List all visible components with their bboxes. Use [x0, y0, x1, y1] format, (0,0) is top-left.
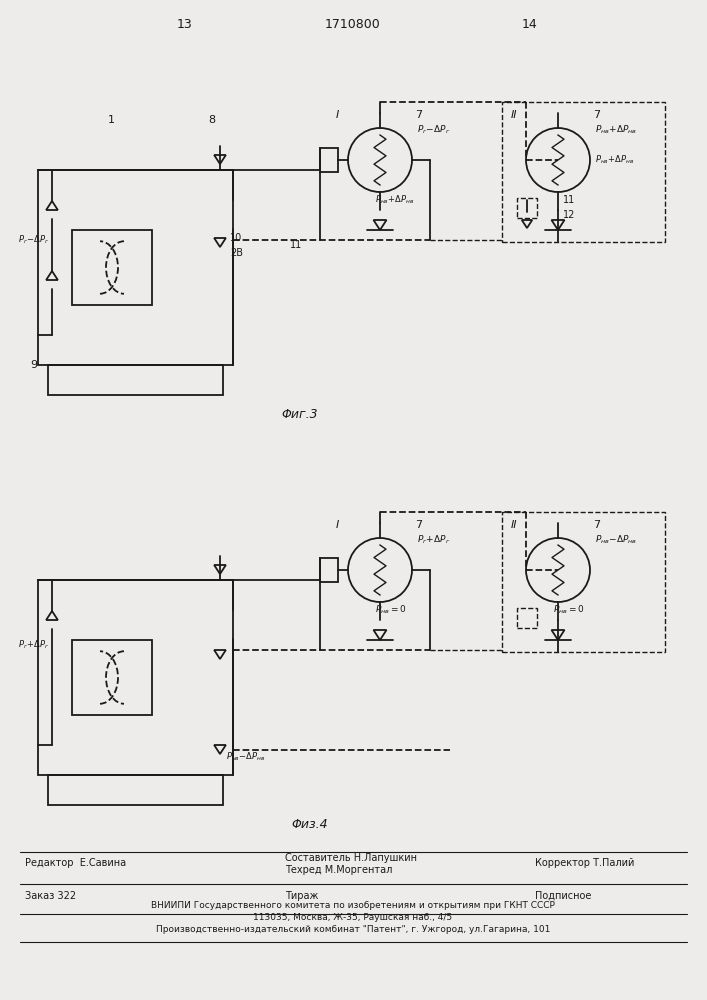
Text: $P_г{-}\Delta P_г$: $P_г{-}\Delta P_г$ [417, 124, 450, 136]
Text: 7: 7 [415, 520, 422, 530]
Bar [48, 365, 223, 395]
Bar [48, 775, 223, 805]
Text: II: II [511, 520, 518, 530]
Text: Подписное: Подписное [535, 891, 591, 901]
Text: 13: 13 [177, 18, 193, 31]
Text: 14: 14 [522, 18, 538, 31]
Text: 2B: 2B [230, 248, 243, 258]
Text: I: I [336, 520, 339, 530]
Bar [38, 170, 233, 365]
Bar [517, 198, 537, 218]
Text: Φиз.4: Φиз.4 [292, 818, 328, 832]
Text: 1710800: 1710800 [325, 18, 381, 31]
Text: $P_{нв}{=}0$: $P_{нв}{=}0$ [553, 604, 585, 616]
Bar [320, 148, 338, 172]
Text: Составитель Н.Лапушкин: Составитель Н.Лапушкин [285, 853, 417, 863]
Text: 113035, Москва, Ж-35, Раушская наб., 4/5: 113035, Москва, Ж-35, Раушская наб., 4/5 [253, 912, 452, 922]
Bar [72, 230, 152, 305]
Bar [517, 608, 537, 628]
Text: $P_г{+}\Delta P_г$: $P_г{+}\Delta P_г$ [417, 534, 450, 546]
Text: Тираж: Тираж [285, 891, 318, 901]
Text: $P_{нв}{-}\Delta P_{нв}$: $P_{нв}{-}\Delta P_{нв}$ [595, 534, 637, 546]
Text: 11: 11 [290, 240, 303, 250]
Bar [320, 558, 338, 582]
Text: Техред М.Моргентал: Техред М.Моргентал [285, 865, 392, 875]
Text: $P_г{+}\Delta P_г$: $P_г{+}\Delta P_г$ [18, 639, 49, 651]
Text: II: II [511, 110, 518, 120]
Bar [502, 102, 665, 242]
Text: 9: 9 [30, 360, 37, 370]
Text: $P_{нв}{+}\Delta P_{нв}$: $P_{нв}{+}\Delta P_{нв}$ [375, 194, 414, 206]
Bar [38, 580, 233, 775]
Text: 11: 11 [563, 195, 575, 205]
Text: ВНИИПИ Государственного комитета по изобретениям и открытиям при ГКНТ СССР: ВНИИПИ Государственного комитета по изоб… [151, 900, 555, 910]
Text: Φиг.3: Φиг.3 [281, 408, 318, 422]
Text: $P_{нв}{+}\Delta P_{нв}$: $P_{нв}{+}\Delta P_{нв}$ [595, 154, 634, 166]
Text: 7: 7 [593, 520, 600, 530]
Bar [72, 640, 152, 715]
Text: $P_{нв}{+}\Delta P_{нв}$: $P_{нв}{+}\Delta P_{нв}$ [595, 124, 637, 136]
Text: 8: 8 [208, 115, 215, 125]
Text: Производственно-издательский комбинат "Патент", г. Ужгород, ул.Гагарина, 101: Производственно-издательский комбинат "П… [156, 926, 550, 934]
Text: $P_{нв}{=}0$: $P_{нв}{=}0$ [375, 604, 407, 616]
Text: 1: 1 [108, 115, 115, 125]
Text: Заказ 322: Заказ 322 [25, 891, 76, 901]
Text: $P_г{-}\Delta P_г$: $P_г{-}\Delta P_г$ [18, 234, 49, 246]
Text: Редактор  Е.Савина: Редактор Е.Савина [25, 858, 126, 868]
Text: 10: 10 [230, 233, 243, 243]
Text: Корректор Т.Палий: Корректор Т.Палий [535, 858, 634, 868]
Text: I: I [336, 110, 339, 120]
Text: 7: 7 [415, 110, 422, 120]
Bar [502, 512, 665, 652]
Text: $P_{нв}{-}\Delta P_{нв}$: $P_{нв}{-}\Delta P_{нв}$ [226, 751, 265, 763]
Text: 7: 7 [593, 110, 600, 120]
Text: 12: 12 [563, 210, 575, 220]
